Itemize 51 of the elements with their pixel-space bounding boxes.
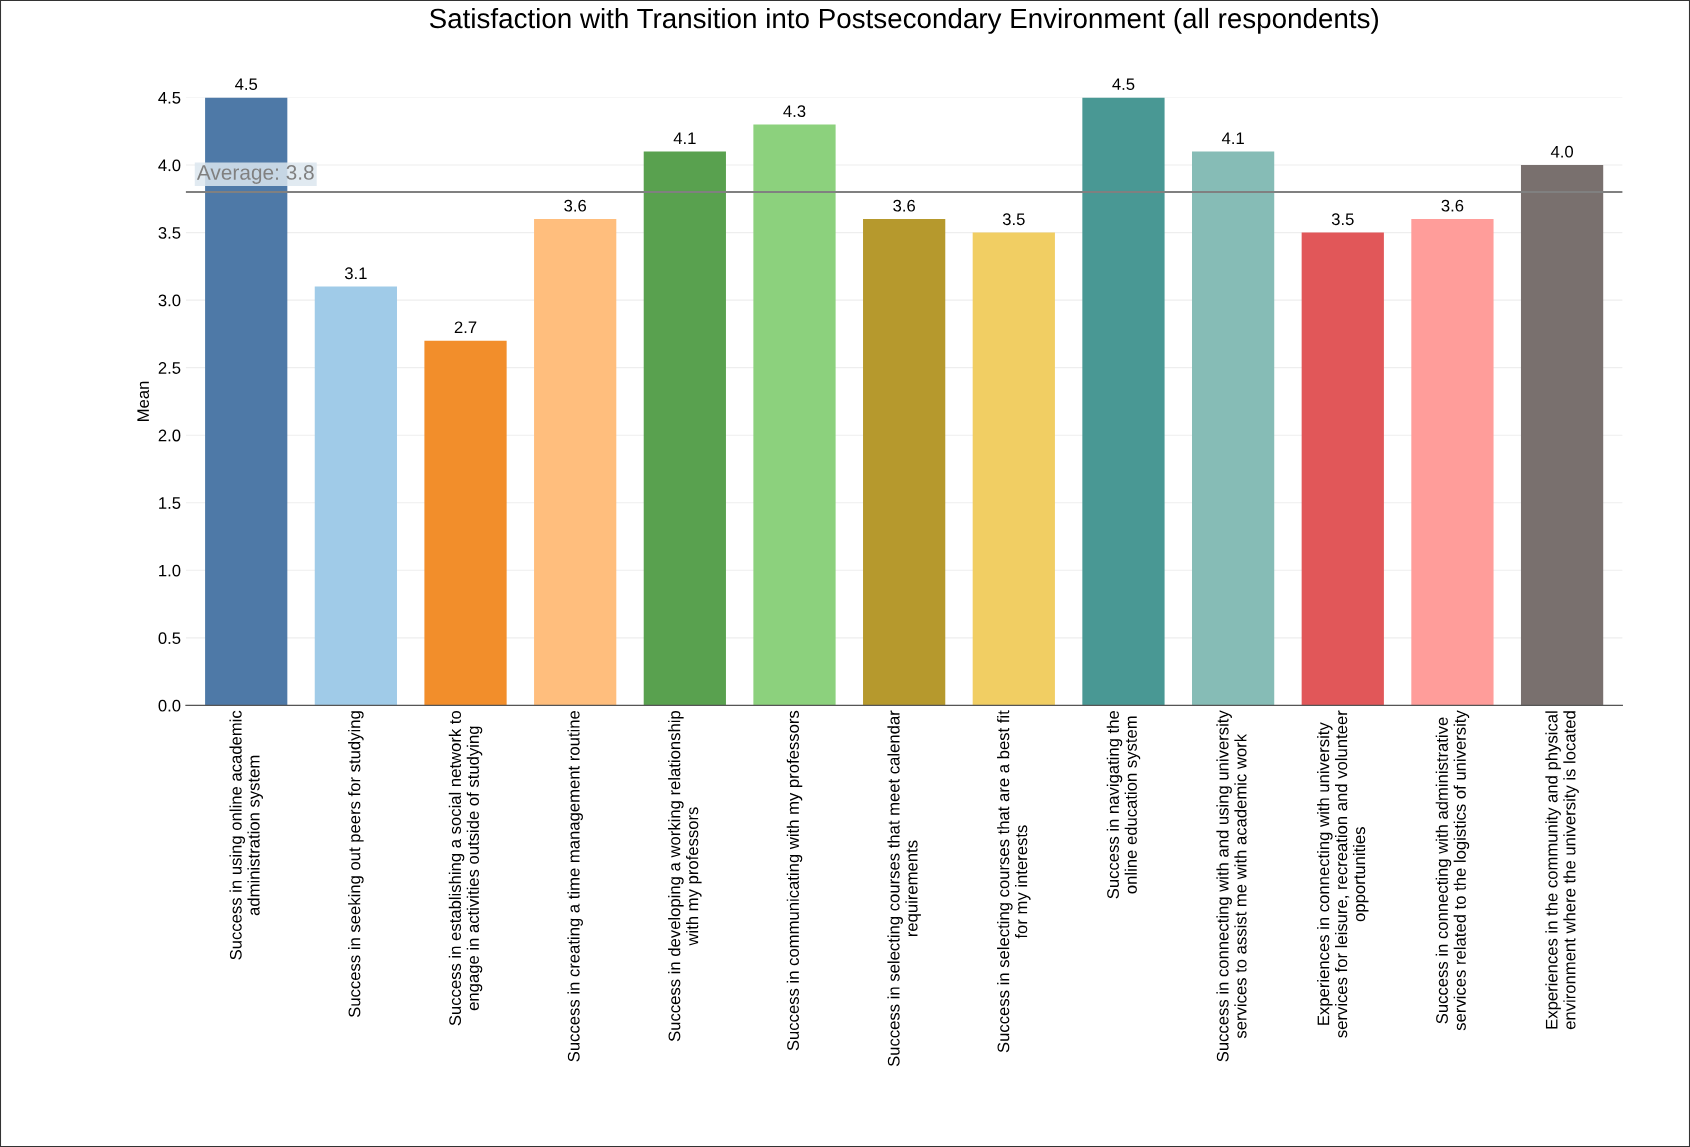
bar <box>753 124 836 706</box>
x-tick-label: Success in developing a working relationship with my professors <box>668 710 702 1042</box>
x-tick-label: Success in seeking out peers for studying <box>348 711 364 1018</box>
data-label: 3.5 <box>1002 213 1025 226</box>
y-axis-title: Mean <box>137 381 150 421</box>
data-label: 4.1 <box>673 132 696 144</box>
y-tick-label: 3.5 <box>158 226 181 239</box>
x-tick-label: Success in creating a time management routine <box>567 710 583 1062</box>
y-tick-label: 0.5 <box>158 632 181 645</box>
y-tick-label: 1.5 <box>159 497 181 509</box>
x-tick-label: Experiences in the community and physical environment where the university is located <box>1545 711 1579 1030</box>
data-label: 4.1 <box>1221 132 1244 144</box>
x-tick-label: Experiences in connecting with university services for leisure, recreation and volunteer opportunities <box>1317 710 1369 1038</box>
bar <box>314 286 397 706</box>
data-label: 3.5 <box>1331 213 1354 226</box>
data-label: 3.6 <box>893 199 915 212</box>
data-label: 3.6 <box>1441 199 1464 212</box>
bar <box>643 151 726 706</box>
data-label: 3.6 <box>564 199 587 212</box>
y-tick-label: 2.0 <box>158 429 181 442</box>
data-label: 2.7 <box>454 321 477 334</box>
ref-line-label: Average: 3.8 <box>196 165 314 184</box>
data-label: 3.1 <box>344 267 367 280</box>
bar <box>972 232 1055 706</box>
x-tick-label: Success in connecting with administrative services related to the logistics of university <box>1435 710 1470 1031</box>
x-tick-label: Success in selecting courses that meet calendar requirements <box>887 710 921 1067</box>
y-tick-label: 1.0 <box>159 564 181 577</box>
bar <box>1082 97 1165 706</box>
bar <box>424 340 507 706</box>
y-tick-label: 0.0 <box>158 699 181 712</box>
data-label: 4.3 <box>783 105 806 118</box>
bar <box>863 219 946 706</box>
x-tick-label: Success in connecting with and using university services to assist me with academic work <box>1216 710 1247 1062</box>
bar <box>1192 151 1275 706</box>
data-label: 4.5 <box>235 78 258 91</box>
x-tick-label: Success in selecting courses that are a best fit for my interests <box>997 710 1031 1053</box>
y-tick-label: 3.0 <box>158 294 181 307</box>
data-label: 4.0 <box>1550 145 1574 158</box>
y-tick-label: 4.0 <box>158 159 181 172</box>
data-label: 4.5 <box>1112 78 1135 91</box>
x-tick-label: Success in establishing a social network to engage in activities outside of studying <box>448 710 483 1026</box>
bar <box>1301 232 1384 706</box>
bar <box>1411 219 1494 706</box>
y-tick-label: 2.5 <box>158 362 181 374</box>
chart-title: Satisfaction with Transition into Postsecondary Environment (all respondents) <box>429 7 1378 34</box>
bar <box>1520 165 1604 706</box>
x-tick-label: Success in communicating with my professors <box>786 710 803 1051</box>
y-tick-label: 4.5 <box>158 92 181 104</box>
x-tick-label: Success in using online academic administration system <box>229 710 263 960</box>
bar <box>534 219 617 706</box>
x-tick-label: Success in navigating the online education system <box>1106 711 1141 899</box>
